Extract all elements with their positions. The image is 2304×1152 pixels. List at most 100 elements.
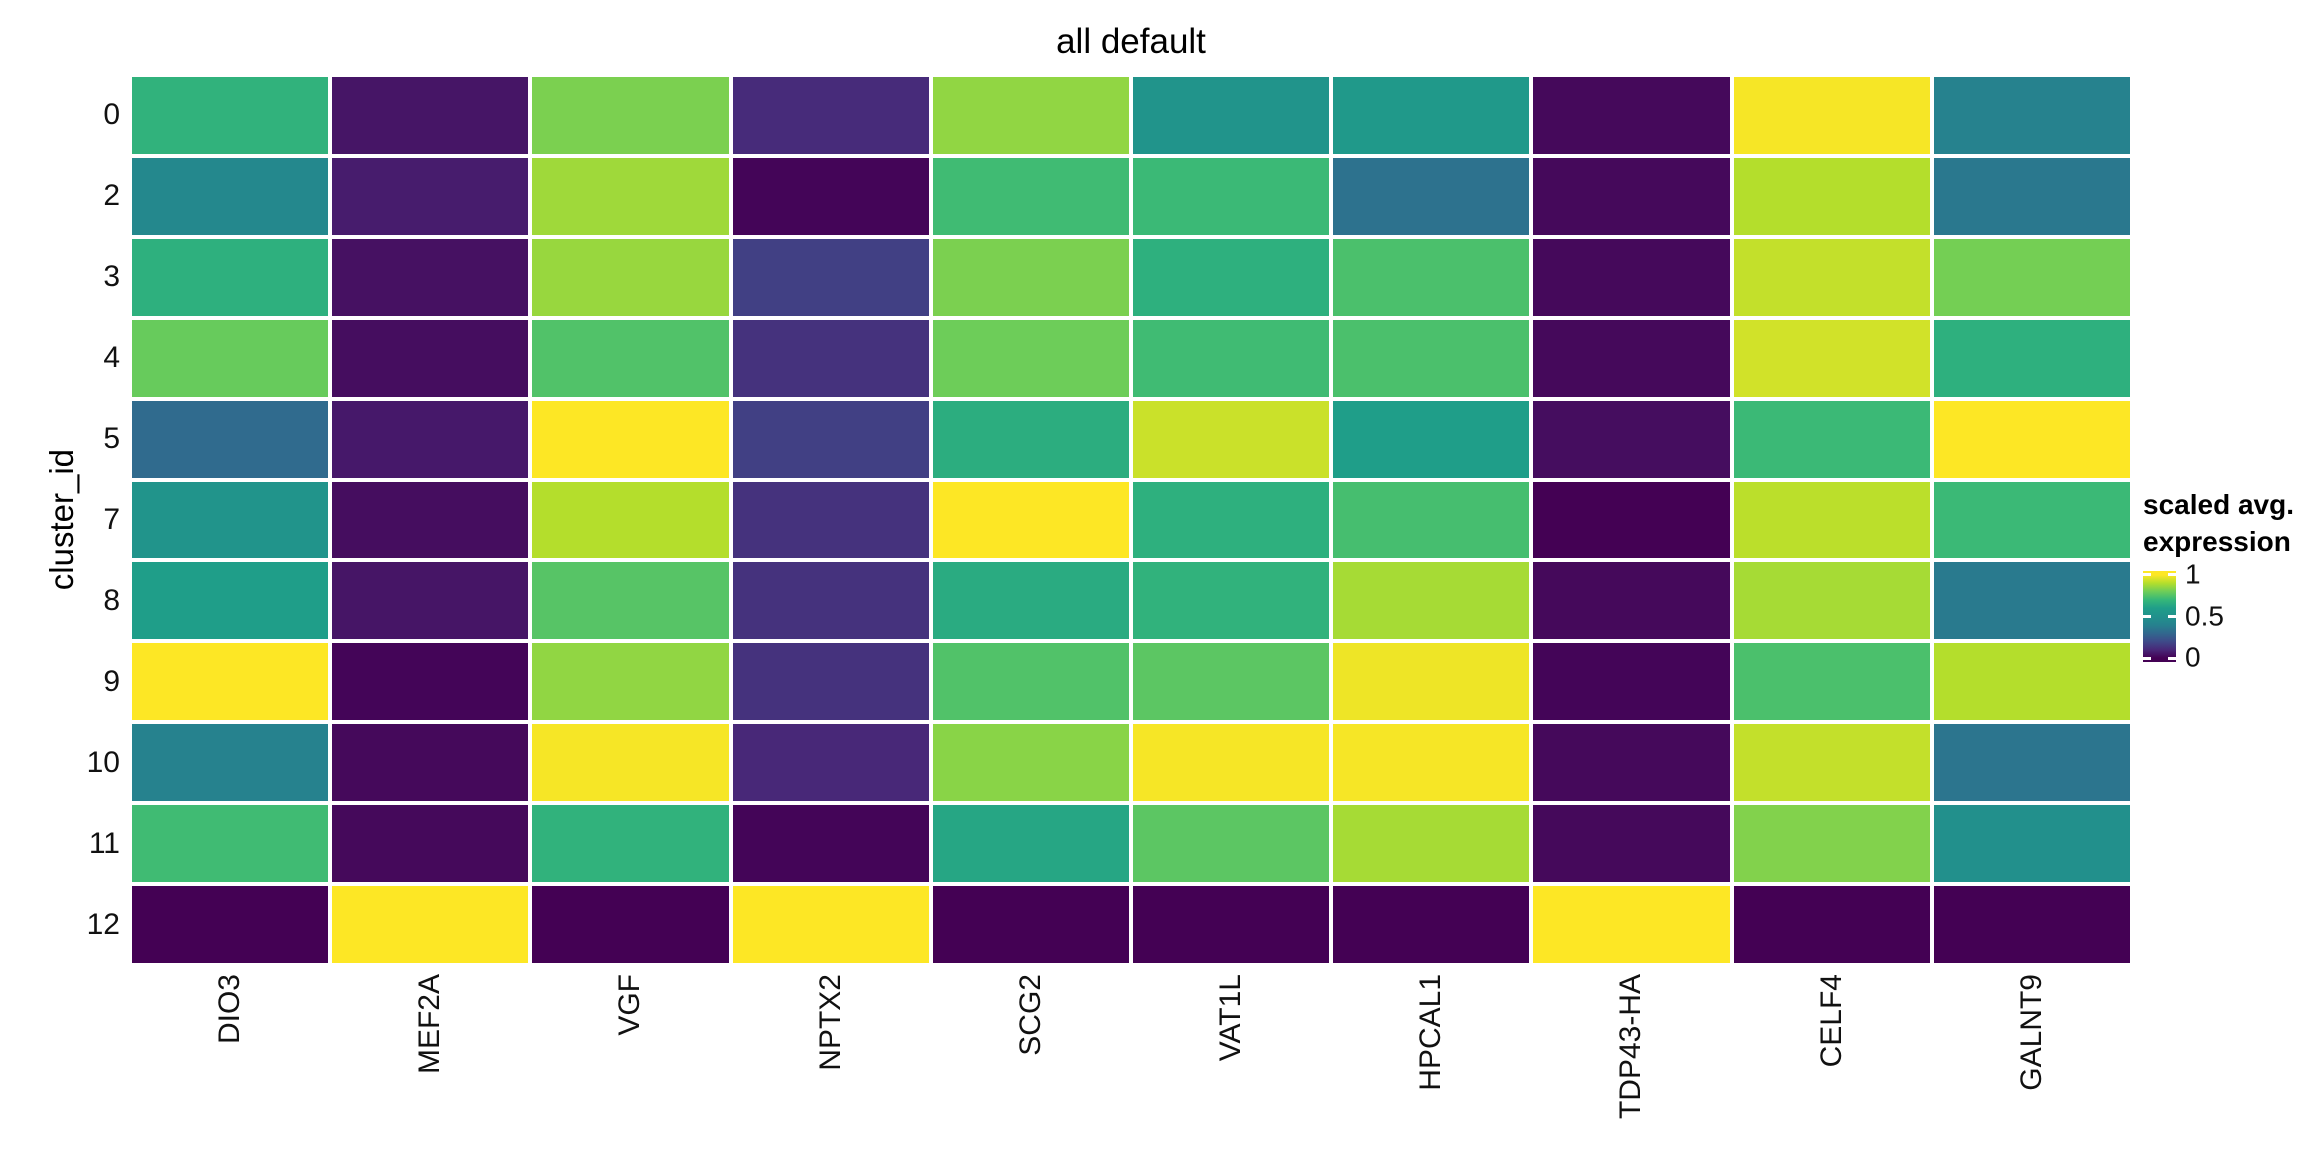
colorbar-tick-mark (2168, 656, 2176, 660)
heatmap-cell (932, 157, 1129, 235)
heatmap-cell (132, 562, 329, 640)
heatmap-cell (1132, 238, 1330, 316)
heatmap-cell (332, 238, 529, 316)
heatmap-cell (732, 643, 929, 721)
heatmap-cell (132, 157, 329, 235)
heatmap-cell (1933, 643, 2130, 721)
heatmap-cell (732, 319, 929, 397)
heatmap-cell (1333, 724, 1530, 802)
heatmap-cell (532, 319, 729, 397)
heatmap-cell (732, 77, 929, 154)
heatmap-cell (332, 157, 529, 235)
heatmap-cell (1533, 481, 1730, 559)
heatmap-cell (332, 643, 529, 721)
heatmap-cell (1733, 805, 1930, 883)
heatmap-cell (532, 157, 729, 235)
heatmap-cell (732, 400, 929, 478)
heatmap-cell (1733, 157, 1930, 235)
heatmap-cell (1933, 77, 2130, 154)
heatmap-cell (132, 481, 329, 559)
y-tick-label: 0 (103, 98, 120, 132)
x-axis-tick-labels: DIO3 MEF2A VGF NPTX2 SCG2 VAT1L HPCAL1 TDP43-HA… (132, 974, 2130, 1150)
heatmap-cell (1132, 77, 1330, 154)
heatmap-cell (1333, 400, 1530, 478)
heatmap-cell (332, 562, 529, 640)
heatmap-cell (732, 562, 929, 640)
heatmap-cell (1733, 886, 1930, 963)
heatmap-cell (1533, 805, 1730, 883)
heatmap-cell (932, 319, 1129, 397)
x-tick-label: GALNT9 (2014, 974, 2048, 1091)
heatmap-cell (1132, 643, 1330, 721)
heatmap-cell (1733, 724, 1930, 802)
heatmap-cell (1132, 400, 1330, 478)
y-tick-label: 12 (86, 907, 120, 941)
heatmap-cell (1533, 238, 1730, 316)
x-tick-label: VAT1L (1214, 974, 1248, 1062)
heatmap-cell (1733, 77, 1930, 154)
x-tick-label: MEF2A (413, 974, 447, 1075)
x-tick-label: HPCAL1 (1414, 974, 1448, 1091)
heatmap-cell (1533, 157, 1730, 235)
y-tick-label: 10 (86, 745, 120, 779)
y-axis-tick-labels: 0 2 3 4 5 7 8 9 10 11 12 (0, 77, 120, 963)
heatmap-cell (1933, 157, 2130, 235)
heatmap-cell (1733, 481, 1930, 559)
heatmap-cell (932, 238, 1129, 316)
heatmap-cell (1933, 886, 2130, 963)
heatmap-cell (132, 400, 329, 478)
heatmap-cell (532, 481, 729, 559)
heatmap-cell (132, 805, 329, 883)
heatmap-cell (932, 643, 1129, 721)
heatmap-cell (1132, 481, 1330, 559)
heatmap-cell (1132, 562, 1330, 640)
colorbar-tick-mark (2168, 573, 2176, 577)
heatmap-cell (1733, 238, 1930, 316)
heatmap-cell (1933, 805, 2130, 883)
legend-title-line2: expression (2143, 526, 2291, 557)
heatmap-cell (1933, 400, 2130, 478)
heatmap-cell (1132, 805, 1330, 883)
colorbar-tick-mark (2168, 615, 2176, 618)
heatmap-cell (132, 886, 329, 963)
heatmap-cell (532, 886, 729, 963)
heatmap-cell (532, 805, 729, 883)
heatmap-cell (132, 724, 329, 802)
heatmap-cell (1733, 400, 1930, 478)
y-tick-label: 2 (103, 179, 120, 213)
heatmap-cell (932, 886, 1129, 963)
heatmap-cell (1132, 319, 1330, 397)
y-tick-label: 8 (103, 583, 120, 617)
y-tick-label: 3 (103, 260, 120, 294)
heatmap-cell (932, 400, 1129, 478)
heatmap-cell (1333, 643, 1530, 721)
heatmap-cell (1533, 886, 1730, 963)
heatmap-cell (332, 77, 529, 154)
heatmap-cell (1333, 77, 1530, 154)
heatmap-cell (332, 805, 529, 883)
heatmap-cell (132, 643, 329, 721)
heatmap-cell (1533, 724, 1730, 802)
colorbar-tick-mark (2143, 573, 2151, 577)
heatmap-cell (1333, 481, 1530, 559)
heatmap-cell (1132, 157, 1330, 235)
y-tick-label: 5 (103, 422, 120, 456)
heatmap-cell (732, 886, 929, 963)
heatmap-cell (1933, 562, 2130, 640)
y-tick-label: 7 (103, 502, 120, 536)
heatmap-cell (1333, 319, 1530, 397)
heatmap-cell (532, 400, 729, 478)
heatmap-cell (1533, 400, 1730, 478)
x-tick-label: NPTX2 (813, 974, 847, 1071)
heatmap-cell (1933, 481, 2130, 559)
legend-colorbar-wrap: 1 0.5 0 (2143, 558, 2224, 672)
heatmap-cell (1333, 805, 1530, 883)
colorbar-tick-mark (2143, 615, 2151, 618)
legend: scaled avg. expression 1 0.5 0 (2143, 486, 2303, 672)
heatmap-cell (1333, 238, 1530, 316)
heatmap-cell (1533, 77, 1730, 154)
colorbar-tick-mark (2143, 656, 2151, 660)
heatmap-cell (732, 157, 929, 235)
heatmap-cell (932, 481, 1129, 559)
